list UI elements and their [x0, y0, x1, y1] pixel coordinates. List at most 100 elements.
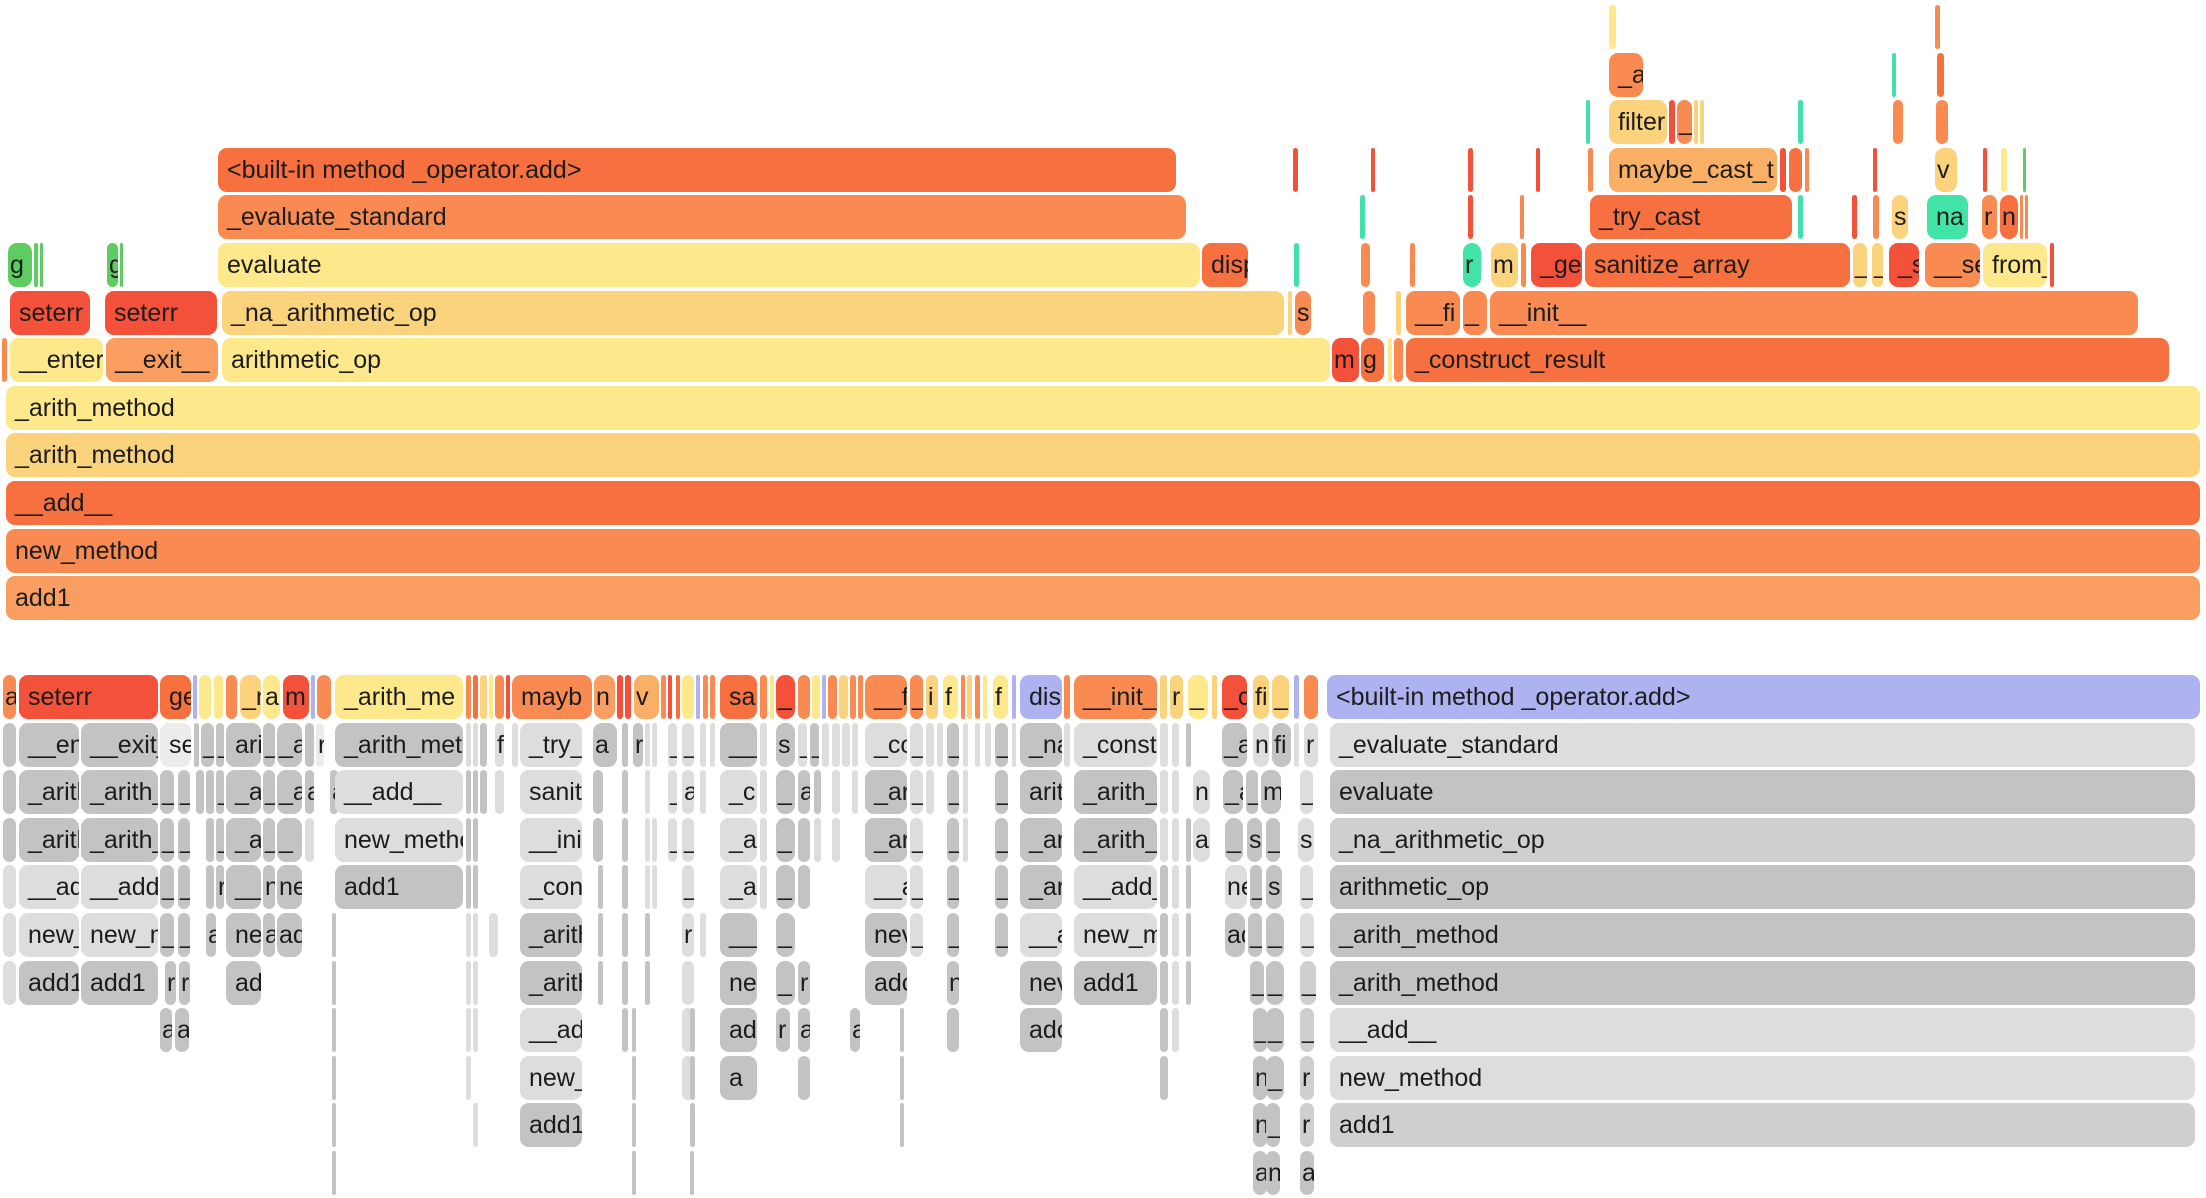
- frame[interactable]: [332, 1151, 336, 1195]
- frame[interactable]: [305, 817, 314, 862]
- frame[interactable]: r: [316, 722, 324, 767]
- frame[interactable]: [1294, 722, 1299, 767]
- frame[interactable]: a: [160, 1008, 172, 1053]
- frame[interactable]: _arith_method: [1330, 960, 2195, 1005]
- frame[interactable]: _arith_method: [19, 770, 79, 815]
- frame[interactable]: [120, 243, 123, 287]
- frame[interactable]: [770, 675, 774, 719]
- frame[interactable]: [975, 722, 980, 767]
- frame[interactable]: f: [495, 722, 504, 767]
- frame[interactable]: new_method: [81, 913, 158, 957]
- frame[interactable]: _try_cast: [520, 722, 582, 767]
- frame[interactable]: [645, 770, 650, 815]
- frame[interactable]: _: [798, 722, 807, 767]
- frame[interactable]: _: [216, 770, 224, 815]
- frame[interactable]: __f: [865, 675, 907, 719]
- frame[interactable]: [798, 817, 810, 862]
- frame[interactable]: [512, 722, 518, 767]
- frame[interactable]: _c: [1222, 675, 1247, 719]
- frame[interactable]: [1160, 1008, 1168, 1053]
- frame[interactable]: [1586, 100, 1590, 145]
- frame[interactable]: n: [1253, 722, 1269, 767]
- frame[interactable]: [632, 1008, 636, 1053]
- frame[interactable]: n: [947, 960, 959, 1005]
- frame[interactable]: [1160, 960, 1168, 1005]
- frame[interactable]: [622, 913, 628, 957]
- frame[interactable]: [1873, 147, 1877, 192]
- frame[interactable]: new_method: [335, 817, 463, 862]
- frame[interactable]: [480, 722, 487, 767]
- frame[interactable]: _: [995, 770, 1008, 815]
- frame[interactable]: _: [1300, 865, 1313, 910]
- frame[interactable]: [2023, 147, 2026, 192]
- frame[interactable]: m: [1261, 770, 1281, 815]
- frame[interactable]: _evaluate_standard: [1330, 722, 2195, 767]
- frame[interactable]: [710, 722, 715, 767]
- frame[interactable]: f: [943, 675, 958, 719]
- frame[interactable]: [645, 722, 650, 767]
- frame[interactable]: s: [1247, 817, 1262, 862]
- frame[interactable]: [332, 1103, 336, 1148]
- frame[interactable]: [473, 1008, 478, 1053]
- frame[interactable]: _construct: [1074, 722, 1157, 767]
- frame[interactable]: [822, 675, 826, 719]
- frame[interactable]: [1798, 195, 1803, 240]
- frame[interactable]: [832, 722, 840, 767]
- frame[interactable]: [1172, 722, 1179, 767]
- frame[interactable]: [1361, 243, 1370, 287]
- frame[interactable]: n: [1253, 1055, 1267, 1100]
- frame[interactable]: [690, 1008, 695, 1053]
- frame[interactable]: add1: [1330, 1103, 2195, 1148]
- frame[interactable]: _arith_method: [335, 722, 463, 767]
- frame[interactable]: [1160, 865, 1168, 910]
- frame[interactable]: _: [216, 722, 224, 767]
- frame[interactable]: [466, 960, 471, 1005]
- frame[interactable]: [652, 817, 657, 862]
- frame[interactable]: add1: [1074, 960, 1157, 1005]
- frame[interactable]: [2001, 147, 2007, 192]
- frame[interactable]: [1468, 147, 1473, 192]
- frame[interactable]: a: [1253, 1151, 1267, 1195]
- frame[interactable]: [2020, 195, 2023, 240]
- frame[interactable]: [963, 722, 968, 767]
- frame[interactable]: r: [1304, 722, 1318, 767]
- frame[interactable]: [1805, 147, 1809, 192]
- frame[interactable]: _: [160, 913, 174, 957]
- frame[interactable]: _: [910, 817, 923, 862]
- frame[interactable]: _: [668, 722, 677, 767]
- frame[interactable]: _: [776, 770, 795, 815]
- frame[interactable]: ne: [1225, 865, 1247, 910]
- frame[interactable]: [1160, 770, 1168, 815]
- frame[interactable]: _: [160, 865, 174, 910]
- frame[interactable]: [622, 865, 628, 910]
- frame[interactable]: [900, 1008, 904, 1053]
- frame[interactable]: [495, 675, 504, 719]
- frame[interactable]: [622, 770, 628, 815]
- frame[interactable]: [2025, 195, 2028, 240]
- frame[interactable]: n: [594, 675, 615, 719]
- frame[interactable]: [480, 675, 487, 719]
- frame[interactable]: r: [682, 913, 694, 957]
- frame[interactable]: [983, 675, 987, 719]
- frame[interactable]: _arith_method: [520, 960, 582, 1005]
- frame[interactable]: a: [206, 913, 216, 957]
- frame[interactable]: _: [1253, 1008, 1267, 1053]
- frame[interactable]: _: [277, 817, 302, 862]
- frame[interactable]: [832, 770, 840, 815]
- frame[interactable]: _construct: [520, 865, 582, 910]
- frame[interactable]: _a: [1223, 770, 1243, 815]
- frame[interactable]: _: [263, 722, 275, 767]
- frame[interactable]: [926, 770, 934, 815]
- frame[interactable]: __init__: [520, 817, 582, 862]
- frame[interactable]: _a: [720, 865, 757, 910]
- frame[interactable]: r: [179, 960, 190, 1005]
- frame[interactable]: [593, 770, 603, 815]
- frame[interactable]: [3, 960, 16, 1005]
- frame[interactable]: __enter__: [19, 722, 79, 767]
- frame[interactable]: _ar: [277, 770, 302, 815]
- frame[interactable]: _: [668, 817, 677, 862]
- frame[interactable]: [40, 243, 43, 287]
- frame[interactable]: [1172, 865, 1179, 910]
- frame[interactable]: _: [1250, 865, 1262, 910]
- frame[interactable]: _: [1266, 1055, 1284, 1100]
